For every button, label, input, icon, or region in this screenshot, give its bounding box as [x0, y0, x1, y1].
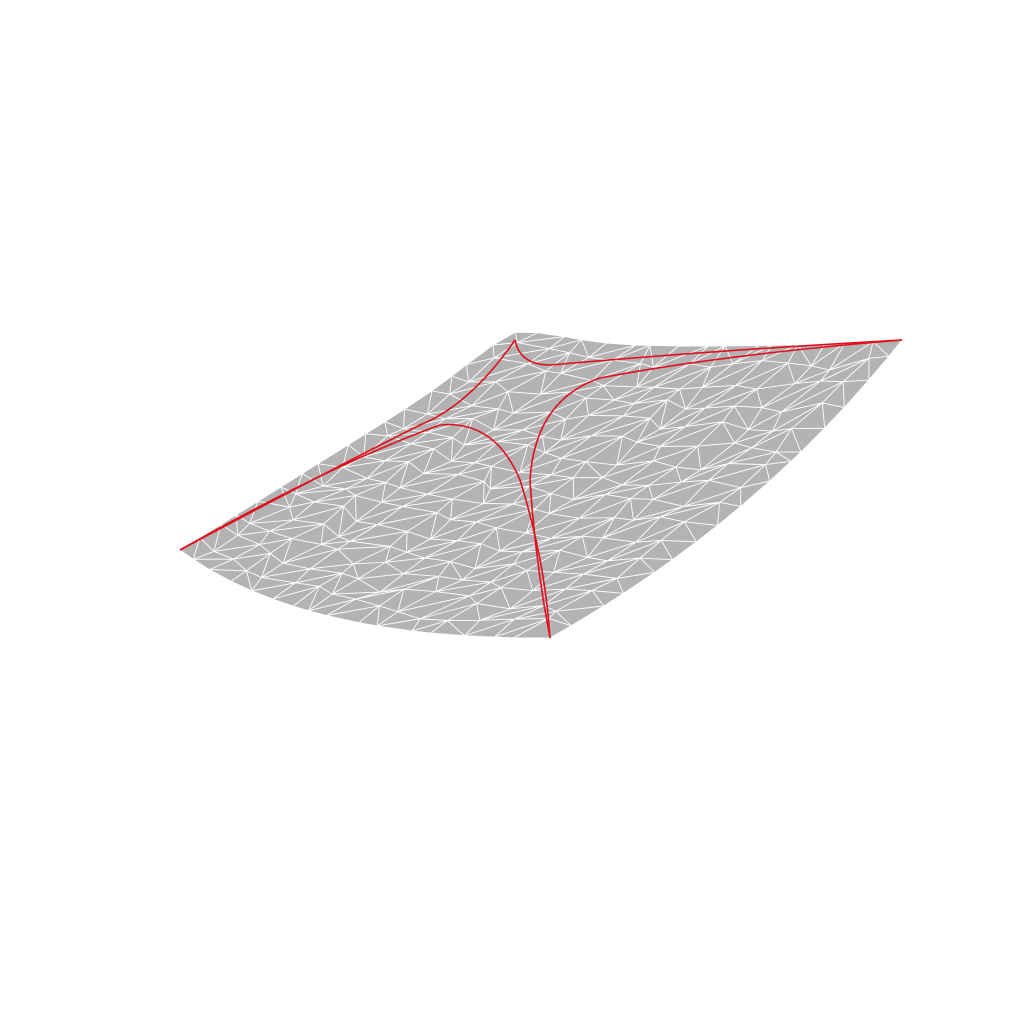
mesh-triangles	[179, 331, 903, 639]
seam-left-lower	[179, 423, 551, 639]
seam-left-upper	[179, 339, 516, 551]
seam-right-upper	[514, 339, 903, 366]
red-seam-curves	[179, 339, 903, 639]
seam-right-lower	[529, 339, 903, 639]
triangle-mesh-edges	[179, 331, 903, 639]
